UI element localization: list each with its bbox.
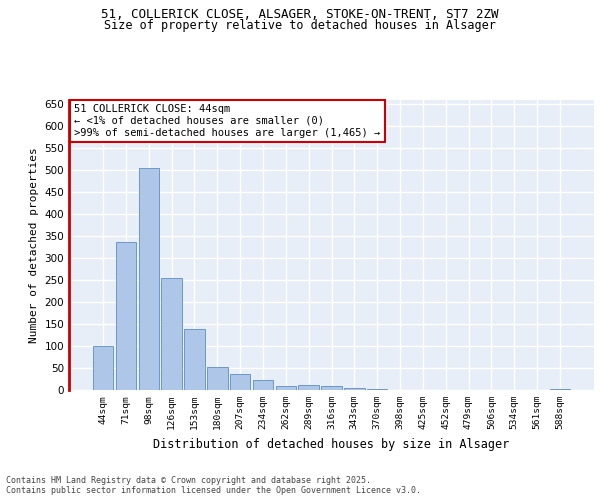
Bar bbox=[550, 388, 570, 390]
Bar bbox=[116, 242, 136, 390]
Text: 51, COLLERICK CLOSE, ALSAGER, STOKE-ON-TRENT, ST7 2ZW: 51, COLLERICK CLOSE, ALSAGER, STOKE-ON-T… bbox=[101, 8, 499, 20]
Bar bbox=[367, 389, 388, 390]
Bar bbox=[344, 388, 365, 390]
Y-axis label: Number of detached properties: Number of detached properties bbox=[29, 147, 39, 343]
Text: 51 COLLERICK CLOSE: 44sqm
← <1% of detached houses are smaller (0)
>99% of semi-: 51 COLLERICK CLOSE: 44sqm ← <1% of detac… bbox=[74, 104, 380, 138]
Bar bbox=[161, 278, 182, 390]
X-axis label: Distribution of detached houses by size in Alsager: Distribution of detached houses by size … bbox=[154, 438, 509, 450]
Bar bbox=[321, 386, 342, 390]
Bar bbox=[230, 374, 250, 390]
Bar bbox=[139, 168, 159, 390]
Bar bbox=[298, 384, 319, 390]
Bar bbox=[184, 330, 205, 390]
Text: Size of property relative to detached houses in Alsager: Size of property relative to detached ho… bbox=[104, 19, 496, 32]
Bar bbox=[253, 380, 273, 390]
Bar bbox=[207, 366, 227, 390]
Bar bbox=[93, 346, 113, 390]
Text: Contains HM Land Registry data © Crown copyright and database right 2025.
Contai: Contains HM Land Registry data © Crown c… bbox=[6, 476, 421, 495]
Bar bbox=[275, 386, 296, 390]
